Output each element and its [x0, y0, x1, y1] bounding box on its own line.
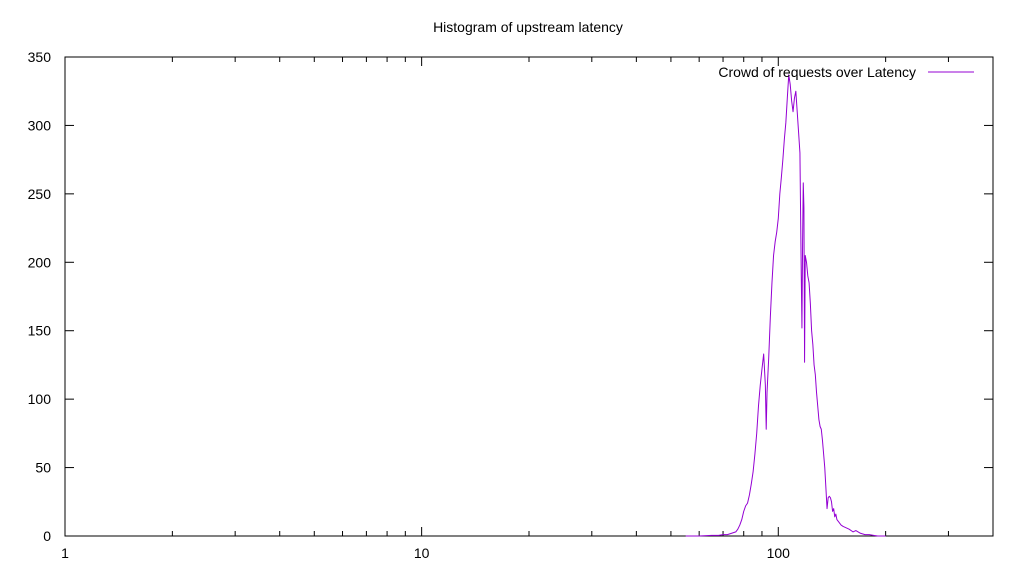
y-tick-label: 100 [28, 391, 52, 407]
legend-label: Crowd of requests over Latency [718, 64, 916, 80]
plot-frame [64, 56, 994, 537]
legend: Crowd of requests over Latency [718, 64, 974, 80]
y-axis-ticks: 0 50 100 150 200 250 300 350 [28, 49, 993, 544]
y-tick-label: 50 [35, 460, 51, 476]
x-tick-label: 1 [61, 545, 69, 561]
y-tick-label: 300 [28, 117, 52, 133]
y-tick-label: 200 [28, 254, 52, 270]
x-tick-label: 10 [414, 545, 430, 561]
series-line-latency [685, 74, 886, 537]
chart-title: Histogram of upstream latency [433, 19, 623, 35]
y-tick-label: 350 [28, 49, 52, 65]
y-tick-label: 150 [28, 323, 52, 339]
x-tick-label: 100 [767, 545, 791, 561]
y-tick-label: 250 [28, 186, 52, 202]
y-tick-label: 0 [43, 528, 51, 544]
x-axis-ticks: 1 10 100 [61, 57, 994, 561]
